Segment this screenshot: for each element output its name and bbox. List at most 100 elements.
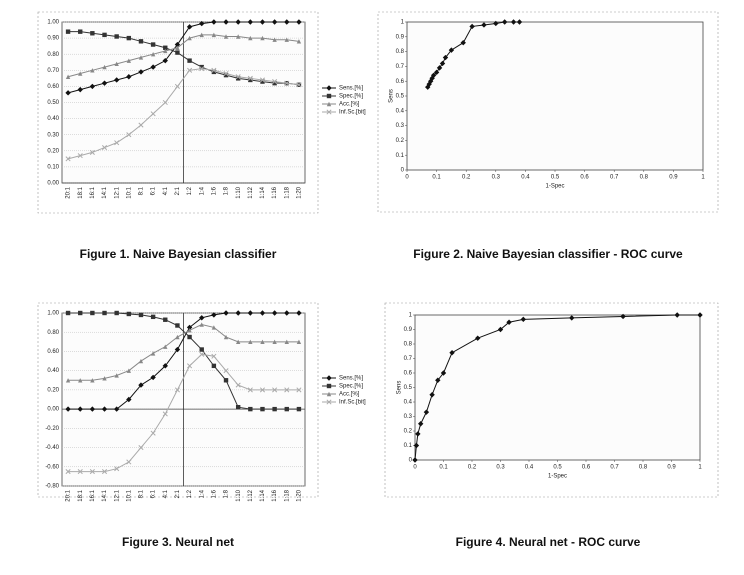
marker — [516, 19, 523, 25]
x-tick-label: 20:1 — [66, 186, 72, 198]
y-tick-label: -0.20 — [45, 426, 59, 432]
marker — [326, 93, 332, 99]
marker — [469, 23, 475, 30]
marker — [223, 19, 229, 25]
marker — [211, 67, 217, 73]
marker — [296, 310, 302, 316]
marker — [413, 442, 420, 449]
caption: Figure 4. Neural net - ROC curve — [456, 535, 641, 549]
marker — [248, 406, 253, 412]
marker — [138, 358, 144, 364]
marker — [620, 313, 626, 320]
figure-frame — [384, 302, 719, 498]
marker — [126, 368, 132, 373]
marker — [77, 469, 83, 475]
marker — [174, 346, 181, 353]
x-tick-label: 20:1 — [66, 489, 72, 501]
marker — [175, 334, 180, 340]
marker — [114, 466, 120, 472]
y-tick-label: 1 — [401, 20, 405, 26]
figure-frame — [377, 11, 719, 213]
y-tick-label: 0.1 — [404, 443, 413, 449]
marker — [211, 19, 217, 25]
y-tick-label: 0.2 — [396, 138, 405, 144]
x-tick-label: 1:16 — [272, 186, 278, 198]
marker — [326, 101, 332, 107]
marker — [284, 37, 289, 42]
x-tick-label: 0.5 — [553, 465, 562, 471]
marker — [211, 325, 217, 330]
x-tick-label: 1:18 — [284, 489, 290, 501]
marker — [150, 351, 156, 356]
marker — [271, 19, 278, 25]
x-tick-label: 0 — [413, 465, 417, 471]
series-line — [68, 353, 299, 473]
marker — [187, 67, 193, 73]
x-tick-label: 1:6 — [211, 489, 217, 498]
marker — [415, 431, 421, 437]
x-tick-label: 0.9 — [667, 465, 676, 471]
legend-label: Acc.[%] — [339, 392, 360, 398]
y-tick-label: 1 — [409, 313, 413, 319]
x-tick-label: 1:14 — [260, 489, 266, 501]
marker — [223, 72, 229, 78]
y-tick-label: 1.00 — [47, 20, 59, 26]
marker — [162, 57, 168, 64]
marker — [296, 406, 302, 412]
y-tick-label: 0.5 — [404, 385, 413, 391]
marker — [175, 45, 180, 50]
y-tick-label: 0.7 — [396, 64, 405, 70]
y-tick-label: -0.60 — [45, 464, 59, 470]
series-line — [67, 68, 299, 160]
marker — [138, 382, 144, 388]
legend-label: Sens.[%] — [339, 376, 363, 382]
marker — [126, 58, 132, 63]
marker — [235, 76, 241, 81]
marker — [284, 406, 289, 412]
marker — [138, 312, 144, 318]
x-tick-label: 1:16 — [272, 489, 278, 501]
x-tick-label: 10:1 — [126, 489, 132, 501]
y-tick-label: 0.30 — [47, 132, 59, 138]
marker — [138, 69, 144, 75]
marker — [223, 34, 229, 39]
y-tick-label: 0 — [401, 168, 405, 174]
marker — [326, 383, 332, 389]
marker — [199, 347, 204, 352]
marker — [199, 315, 205, 321]
marker — [425, 84, 431, 90]
x-tick-label: 1:12 — [248, 186, 254, 198]
marker — [162, 99, 168, 106]
x-tick-label: 1 — [701, 175, 705, 181]
marker — [89, 83, 96, 90]
marker — [138, 122, 144, 128]
marker — [114, 140, 120, 146]
marker — [65, 310, 71, 316]
marker — [520, 316, 526, 323]
x-tick-label: 0.8 — [640, 175, 649, 181]
marker — [412, 457, 418, 463]
marker — [114, 34, 119, 39]
marker — [163, 344, 168, 349]
y-tick-label: 0.60 — [47, 84, 59, 90]
caption: Figure 3. Neural net — [122, 535, 234, 549]
marker — [162, 363, 168, 369]
caption: Figure 2. Naive Bayesian classifier - RO… — [413, 247, 683, 261]
marker — [271, 310, 278, 316]
y-tick-label: 0.80 — [47, 330, 59, 336]
marker — [284, 80, 290, 86]
x-tick-label: 0.2 — [462, 175, 471, 181]
marker — [78, 310, 83, 316]
marker — [272, 37, 277, 42]
marker — [248, 77, 253, 83]
x-tick-label: 1:2 — [187, 186, 193, 195]
marker — [150, 374, 156, 381]
marker — [296, 339, 302, 345]
marker — [113, 406, 120, 412]
caption: Figure 1. Naive Bayesian classifier — [80, 247, 277, 261]
y-tick-label: 0.50 — [47, 100, 59, 106]
y-tick-label: 0.70 — [47, 68, 59, 74]
marker — [284, 339, 289, 345]
marker — [89, 406, 96, 412]
marker — [65, 74, 71, 79]
